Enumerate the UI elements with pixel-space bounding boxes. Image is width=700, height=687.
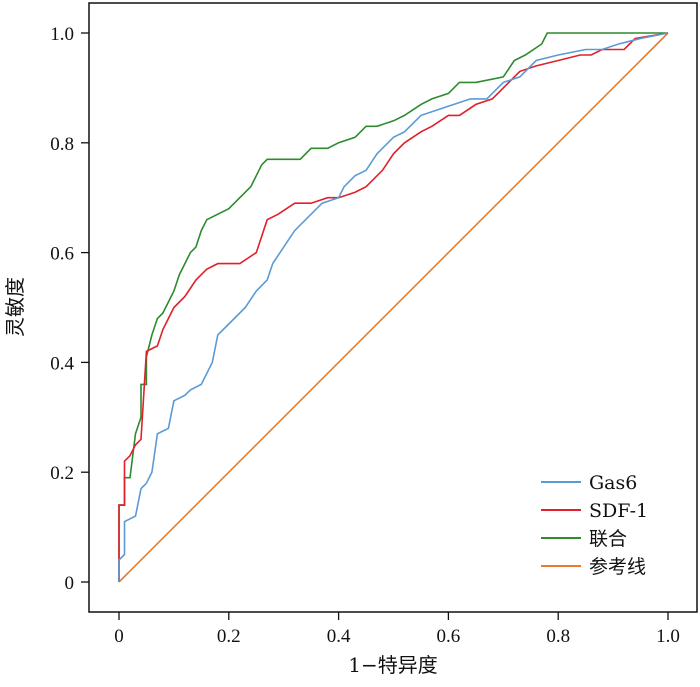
x-tick-label: 0.4 (327, 626, 351, 647)
series-line-reference (118, 32, 669, 583)
y-tick-label: 0.2 (50, 463, 74, 484)
series-layer (118, 32, 669, 583)
y-tick-label: 1.0 (50, 24, 74, 45)
series-line-combined (118, 32, 668, 582)
x-tick-label: 1.0 (656, 626, 680, 647)
legend-label-sdf-1: SDF-1 (589, 500, 648, 522)
series-line-gas6 (118, 32, 669, 582)
y-axis-title: 灵敏度 (3, 277, 27, 337)
x-tick-label: 0 (114, 626, 124, 647)
y-tick-label: 0.4 (50, 353, 74, 374)
plot-frame (88, 2, 698, 613)
legend-label-reference: 参考线 (589, 556, 646, 578)
y-tick-label: 0.6 (50, 244, 74, 265)
y-axis: 0 0.2 0.4 0.6 0.8 1.0 (50, 24, 89, 594)
x-tick-label: 0.2 (217, 626, 241, 647)
legend-label-combined: 联合 (589, 528, 627, 550)
y-tick-label: 0.8 (50, 134, 74, 155)
x-tick-label: 0.6 (437, 626, 461, 647)
y-tick-label: 0 (65, 573, 75, 594)
x-axis: 0 0.2 0.4 0.6 0.8 1.0 (114, 612, 680, 647)
legend-label-gas6: Gas6 (589, 472, 637, 494)
x-tick-label: 0.8 (546, 626, 570, 647)
x-axis-title: 1−特异度 (348, 653, 437, 677)
